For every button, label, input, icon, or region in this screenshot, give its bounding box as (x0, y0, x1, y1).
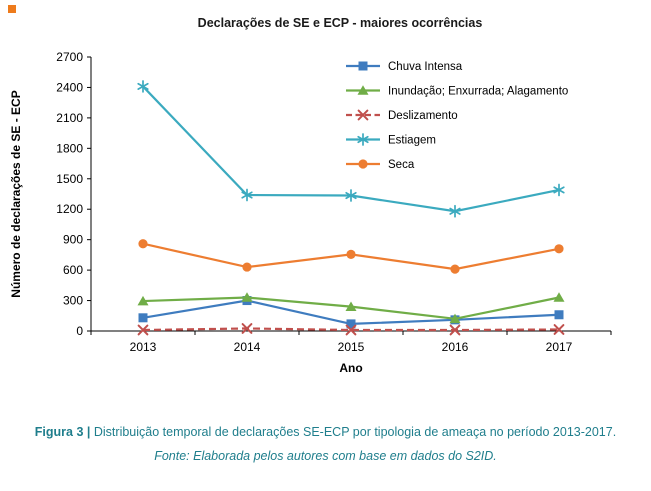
x-marker (553, 324, 565, 335)
svg-text:300: 300 (63, 294, 83, 308)
triangle-marker (345, 301, 357, 311)
svg-text:2017: 2017 (546, 340, 573, 354)
series-inunda-o-enxurrada-alagamento (137, 292, 565, 324)
triangle-marker (357, 85, 369, 95)
figure-label: Figura 3 | (34, 425, 91, 439)
legend-item: Estiagem (346, 133, 436, 147)
series-deslizamento (137, 323, 565, 336)
circle-marker (138, 239, 148, 249)
series-seca (138, 239, 564, 274)
x-marker (449, 324, 461, 336)
svg-text:1500: 1500 (56, 172, 83, 186)
svg-text:1200: 1200 (56, 202, 83, 216)
triangle-marker (241, 292, 253, 302)
x-marker (241, 323, 253, 334)
asterisk-marker (553, 186, 565, 194)
asterisk-marker (345, 191, 357, 200)
figure-caption-line: Figura 3 | Distribuição temporal de decl… (0, 424, 651, 441)
svg-text:600: 600 (63, 263, 83, 277)
y-tick-labels: 0 300 600 900 1200 1500 1800 2100 2400 2700 (56, 50, 83, 338)
triangle-marker (137, 295, 149, 306)
svg-text:900: 900 (63, 233, 83, 247)
svg-text:0: 0 (76, 324, 83, 338)
asterisk-marker (449, 207, 461, 215)
series-line (142, 327, 560, 332)
orange-bullet-square (8, 5, 16, 13)
svg-text:2100: 2100 (56, 111, 83, 125)
circle-marker (554, 244, 564, 254)
series-chuva-intensa (138, 296, 564, 329)
square-marker (346, 319, 356, 329)
circle-marker (450, 264, 460, 274)
legend-item: Inundação; Enxurrada; Alagamento (346, 85, 568, 98)
figure-caption: Figura 3 | Distribuição temporal de decl… (0, 424, 651, 465)
asterisk-marker (137, 82, 149, 90)
svg-text:2016: 2016 (442, 340, 469, 354)
x-tick-labels: 2013 2014 2015 2016 2017 (130, 340, 573, 354)
asterisk-marker (241, 191, 253, 199)
svg-text:2400: 2400 (56, 80, 83, 94)
square-marker (138, 313, 148, 323)
circle-marker (242, 262, 252, 272)
legend-label: Seca (388, 159, 415, 171)
figure-caption-text: Distribuição temporal de declarações SE-… (93, 425, 617, 439)
circle-marker (358, 159, 368, 169)
legend: Chuva Intensa Inundação; Enxurrada; Alaga… (346, 61, 568, 171)
chart-title: Declarações de SE e ECP - maiores ocorrê… (198, 16, 483, 30)
series-estiagem (137, 80, 565, 218)
figure-source: Fonte: Elaborada pelos autores com base … (154, 448, 497, 463)
svg-text:1800: 1800 (56, 141, 83, 155)
x-marker (137, 324, 149, 336)
asterisk-marker (357, 135, 369, 144)
legend-item: Seca (346, 159, 415, 171)
circle-marker (346, 249, 356, 259)
triangle-marker (553, 292, 565, 302)
legend-item: Deslizamento (346, 109, 458, 122)
legend-label: Deslizamento (388, 110, 458, 122)
legend-label: Estiagem (388, 135, 436, 147)
x-axis-label: Ano (339, 361, 362, 375)
square-marker (358, 61, 368, 71)
legend-item: Chuva Intensa (346, 61, 463, 73)
legend-label: Inundação; Enxurrada; Alagamento (388, 86, 568, 98)
x-marker (357, 109, 369, 121)
svg-text:2014: 2014 (234, 340, 261, 354)
svg-text:2015: 2015 (338, 340, 365, 354)
square-marker (554, 310, 564, 320)
triangle-marker (449, 313, 461, 324)
x-marker (345, 324, 357, 336)
svg-text:2013: 2013 (130, 340, 157, 354)
y-axis-label: Número de declarações de SE - ECP (9, 90, 23, 297)
svg-text:2700: 2700 (56, 50, 83, 64)
legend-label: Chuva Intensa (388, 61, 463, 73)
